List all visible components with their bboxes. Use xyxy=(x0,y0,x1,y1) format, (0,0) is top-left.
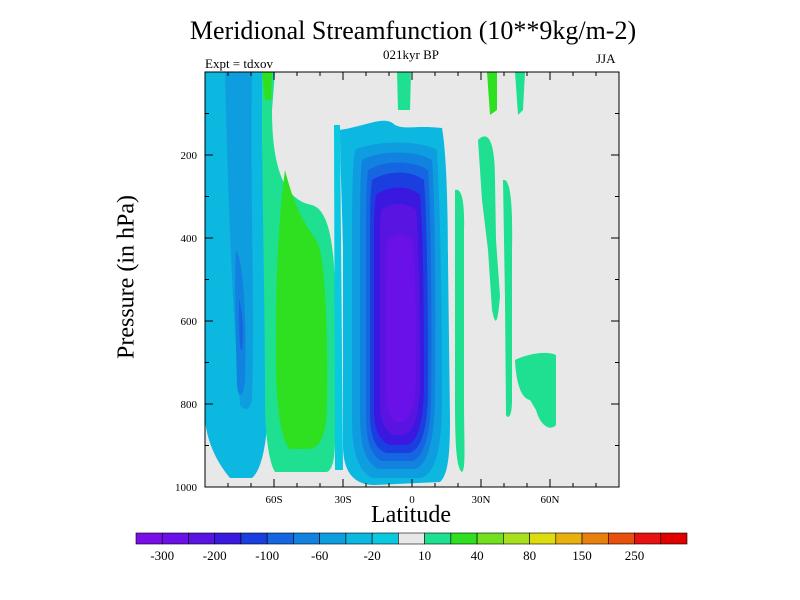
colorbar-swatch xyxy=(345,532,373,545)
x-tick-label: 30N xyxy=(472,494,491,506)
chart-title: Meridional Streamfunction (10**9kg/m-2) xyxy=(189,16,637,45)
contour-tropics-core xyxy=(386,234,416,422)
axis-ticks: 60S 30S 0 30N 60N 200 400 600 800 1000 xyxy=(175,72,619,506)
colorbar-label: -200 xyxy=(203,548,227,563)
colorbar-swatch xyxy=(555,532,583,545)
colorbar-swatch xyxy=(319,532,347,545)
contour-nh-blob xyxy=(515,352,556,428)
x-tick-label: 0 xyxy=(409,494,415,506)
season-label: JJA xyxy=(596,51,616,66)
contour-nh-strip-3 xyxy=(478,136,500,321)
colorbar-swatch xyxy=(607,532,635,545)
y-tick-label: 400 xyxy=(181,233,198,245)
colorbar-label: -20 xyxy=(363,548,380,563)
contour-nh-strip-2 xyxy=(487,72,497,115)
colorbar: -300 -200 -100 -60 -20 10 40 80 150 250 xyxy=(135,532,688,563)
contour-green-strip xyxy=(262,72,272,100)
colorbar-swatch xyxy=(188,532,216,545)
colorbar-label: 250 xyxy=(625,548,645,563)
colorbar-swatch xyxy=(581,532,609,545)
colorbar-swatch xyxy=(371,532,399,545)
colorbar-label: -300 xyxy=(150,548,174,563)
colorbar-swatch xyxy=(161,532,189,545)
contour-field xyxy=(205,72,619,487)
colorbar-swatch xyxy=(398,532,425,545)
y-tick-label: 800 xyxy=(181,399,198,411)
colorbar-label: -60 xyxy=(311,548,328,563)
y-tick-label: 600 xyxy=(181,316,198,328)
contour-nh-strip-5 xyxy=(515,72,525,115)
contour-nh-strip-4 xyxy=(503,179,513,417)
colorbar-swatch xyxy=(240,532,268,545)
x-tick-label: 30S xyxy=(334,494,351,506)
experiment-label: Expt = tdxov xyxy=(205,56,273,71)
contour-tropics-2 xyxy=(334,125,343,470)
x-tick-label: 60S xyxy=(265,494,282,506)
colorbar-swatch xyxy=(424,532,452,545)
colorbar-swatch xyxy=(476,532,504,545)
colorbar-swatch xyxy=(266,532,294,545)
contour-sh-pos-core xyxy=(276,170,328,449)
colorbar-swatch xyxy=(529,532,557,545)
colorbar-swatch xyxy=(135,532,163,545)
colorbar-swatch xyxy=(450,532,478,545)
colorbar-swatch xyxy=(214,532,242,545)
contour-eq-green xyxy=(397,72,411,110)
colorbar-swatch xyxy=(634,532,662,545)
y-tick-label: 200 xyxy=(181,150,198,162)
colorbar-swatch xyxy=(660,532,688,545)
colorbar-label: 10 xyxy=(418,548,431,563)
contour-nh-strip-1 xyxy=(455,189,465,472)
y-tick-label: 1000 xyxy=(175,482,198,494)
x-axis-label: Latitude xyxy=(371,502,451,528)
colorbar-swatch xyxy=(503,532,530,545)
contour-sh-inner xyxy=(239,300,243,351)
colorbar-label: -100 xyxy=(255,548,279,563)
chart-subtitle: 021kyr BP xyxy=(383,47,439,62)
colorbar-swatch xyxy=(293,532,320,545)
colorbar-label: 150 xyxy=(572,548,592,563)
colorbar-label: 80 xyxy=(523,548,536,563)
x-tick-label: 60N xyxy=(541,494,560,506)
colorbar-label: 40 xyxy=(471,548,484,563)
